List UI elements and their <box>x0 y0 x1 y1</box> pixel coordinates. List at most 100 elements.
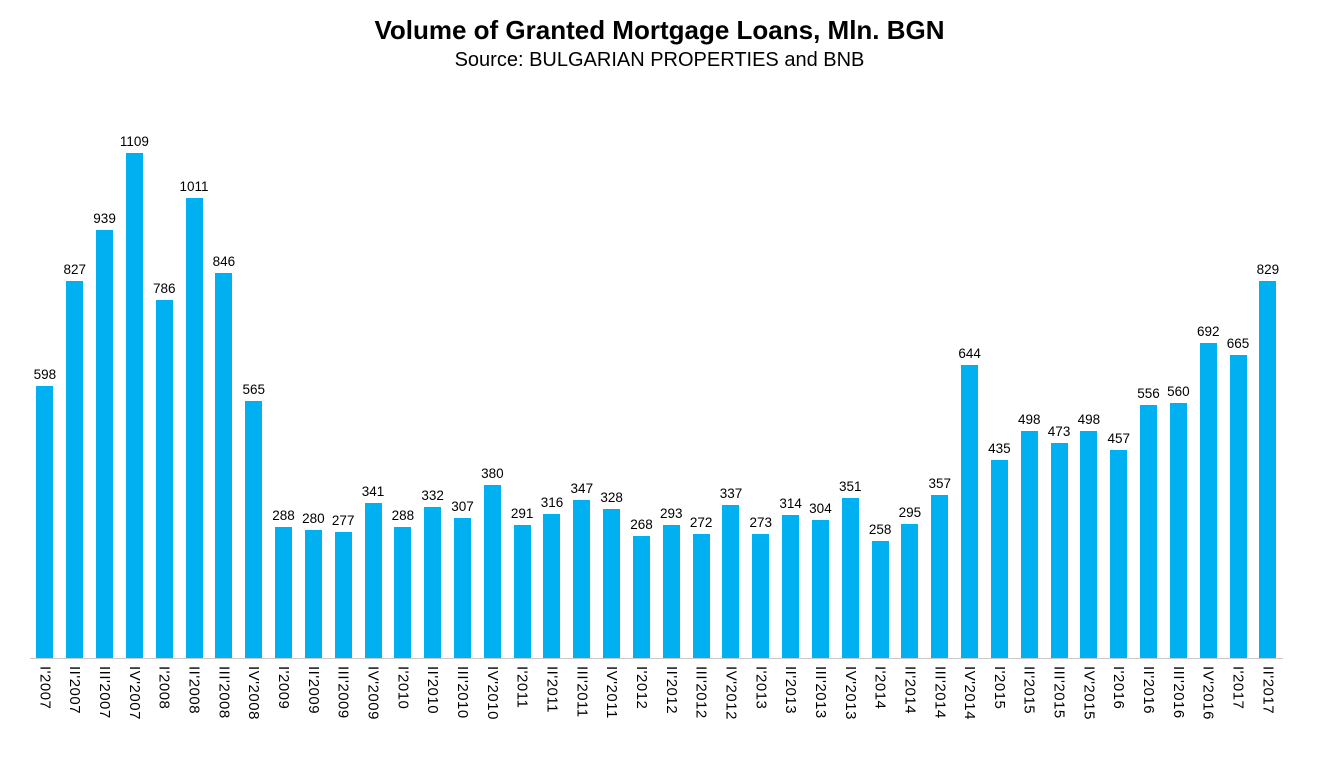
x-axis-label: IV'2014 <box>961 665 979 720</box>
bar-column: 288 <box>388 508 418 658</box>
bar-column: 498 <box>1014 412 1044 658</box>
x-label-cell: I'2009 <box>269 659 299 709</box>
bar-value-label: 1011 <box>179 178 209 194</box>
bar-value-label: 273 <box>749 514 773 530</box>
bar <box>513 524 531 658</box>
bar <box>841 497 859 658</box>
x-label-cell: IV'2016 <box>1193 659 1223 720</box>
x-label-cell: I'2010 <box>388 659 418 709</box>
bar-column: 598 <box>30 367 60 658</box>
bar-value-label: 347 <box>570 480 594 496</box>
bar-column: 1109 <box>119 134 149 658</box>
bar <box>304 529 322 658</box>
bar-value-label: 598 <box>33 366 57 382</box>
bar-column: 273 <box>746 515 776 658</box>
bar <box>901 523 919 658</box>
bar <box>483 484 501 658</box>
bar <box>66 280 84 658</box>
bar-value-label: 304 <box>809 500 832 516</box>
bar-column: 498 <box>1074 412 1104 658</box>
bar-value-label: 280 <box>302 510 325 526</box>
x-label-cell: IV'2007 <box>119 659 149 720</box>
bar-value-label: 498 <box>1017 411 1041 427</box>
bar <box>245 400 263 658</box>
bar-value-label: 1109 <box>119 133 149 149</box>
x-axis-label: I'2015 <box>990 665 1008 710</box>
bar <box>185 197 203 658</box>
x-axis-line <box>30 657 1283 659</box>
bar <box>573 499 591 658</box>
x-label-cell: I'2008 <box>149 659 179 709</box>
x-axis-label: II'2009 <box>304 665 322 714</box>
bar-column: 565 <box>239 382 269 658</box>
bar-column: 829 <box>1253 262 1283 658</box>
bar-column: 665 <box>1223 336 1253 658</box>
bar-value-label: 565 <box>242 381 265 397</box>
x-axis-label: II'2015 <box>1020 665 1038 714</box>
bar <box>782 514 800 658</box>
bar-value-label: 295 <box>898 504 922 520</box>
bar-column: 827 <box>60 262 90 658</box>
x-label-cell: III'2013 <box>806 659 836 719</box>
x-axis-label: III'2007 <box>96 665 114 719</box>
x-axis-label: III'2013 <box>811 665 829 719</box>
bar <box>1229 354 1247 658</box>
x-axis-label: II'2008 <box>185 665 203 714</box>
bar-value-label: 272 <box>689 514 713 530</box>
x-axis-label: I'2010 <box>394 665 412 710</box>
x-label-cell: I'2013 <box>746 659 776 709</box>
plot-area: 598 827 939 1109 786 1011 846 565 288 280 277 341 28… <box>30 72 1283 720</box>
x-axis-label: III'2008 <box>215 665 233 719</box>
bar-value-label: 829 <box>1256 261 1280 277</box>
bar-value-label: 556 <box>1137 385 1160 401</box>
x-label-cell: II'2016 <box>1134 659 1164 714</box>
x-axis-labels: I'2007 II'2007 III'2007 IV'2007 I'2008 II'200… <box>30 659 1283 720</box>
bar-column: 295 <box>895 505 925 658</box>
x-label-cell: II'2008 <box>179 659 209 714</box>
bar <box>394 526 412 658</box>
x-axis-label: I'2013 <box>752 665 770 710</box>
x-axis-label: III'2015 <box>1050 665 1068 719</box>
x-label-cell: II'2015 <box>1014 659 1044 714</box>
x-axis-label: IV'2011 <box>603 665 621 719</box>
bar-value-label: 457 <box>1107 430 1130 446</box>
chart-subtitle: Source: BULGARIAN PROPERTIES and BNB <box>454 48 865 71</box>
x-axis-label: III'2009 <box>334 665 352 719</box>
x-label-cell: IV'2012 <box>716 659 746 720</box>
x-axis-label: IV'2009 <box>364 665 382 720</box>
bar-value-label: 268 <box>630 516 653 532</box>
bar-column: 939 <box>90 211 120 658</box>
bar <box>96 229 114 658</box>
bar-value-label: 316 <box>540 494 564 510</box>
x-label-cell: I'2011 <box>507 659 537 708</box>
x-axis-label: I'2009 <box>275 665 293 710</box>
bar <box>1199 342 1217 658</box>
x-label-cell: IV'2015 <box>1074 659 1104 720</box>
x-label-cell: IV'2013 <box>835 659 865 720</box>
bar <box>811 519 829 658</box>
x-label-cell: I'2016 <box>1104 659 1134 709</box>
x-axis-label: II'2012 <box>662 665 680 714</box>
x-label-cell: III'2015 <box>1044 659 1074 719</box>
bar-column: 380 <box>477 466 507 658</box>
bar-column: 473 <box>1044 424 1074 658</box>
x-axis-label: II'2011 <box>543 665 561 713</box>
x-axis-label: III'2010 <box>454 665 471 719</box>
bar <box>692 533 710 658</box>
x-axis-label: IV'2010 <box>483 665 501 720</box>
bar-value-label: 560 <box>1167 383 1190 399</box>
bar-column: 316 <box>537 495 567 658</box>
x-label-cell: III'2008 <box>209 659 239 719</box>
bar-value-label: 337 <box>719 485 743 501</box>
x-axis-label: IV'2016 <box>1199 665 1217 720</box>
bar-value-label: 498 <box>1077 411 1101 427</box>
x-axis-label: III'2011 <box>573 665 591 718</box>
bar <box>364 502 382 658</box>
bar <box>1020 430 1038 658</box>
bar <box>424 506 442 658</box>
x-label-cell: II'2012 <box>656 659 686 714</box>
x-label-cell: I'2015 <box>985 659 1015 709</box>
bars-row: 598 827 939 1109 786 1011 846 565 288 280 277 341 28… <box>30 72 1283 658</box>
bar-column: 268 <box>627 517 657 658</box>
